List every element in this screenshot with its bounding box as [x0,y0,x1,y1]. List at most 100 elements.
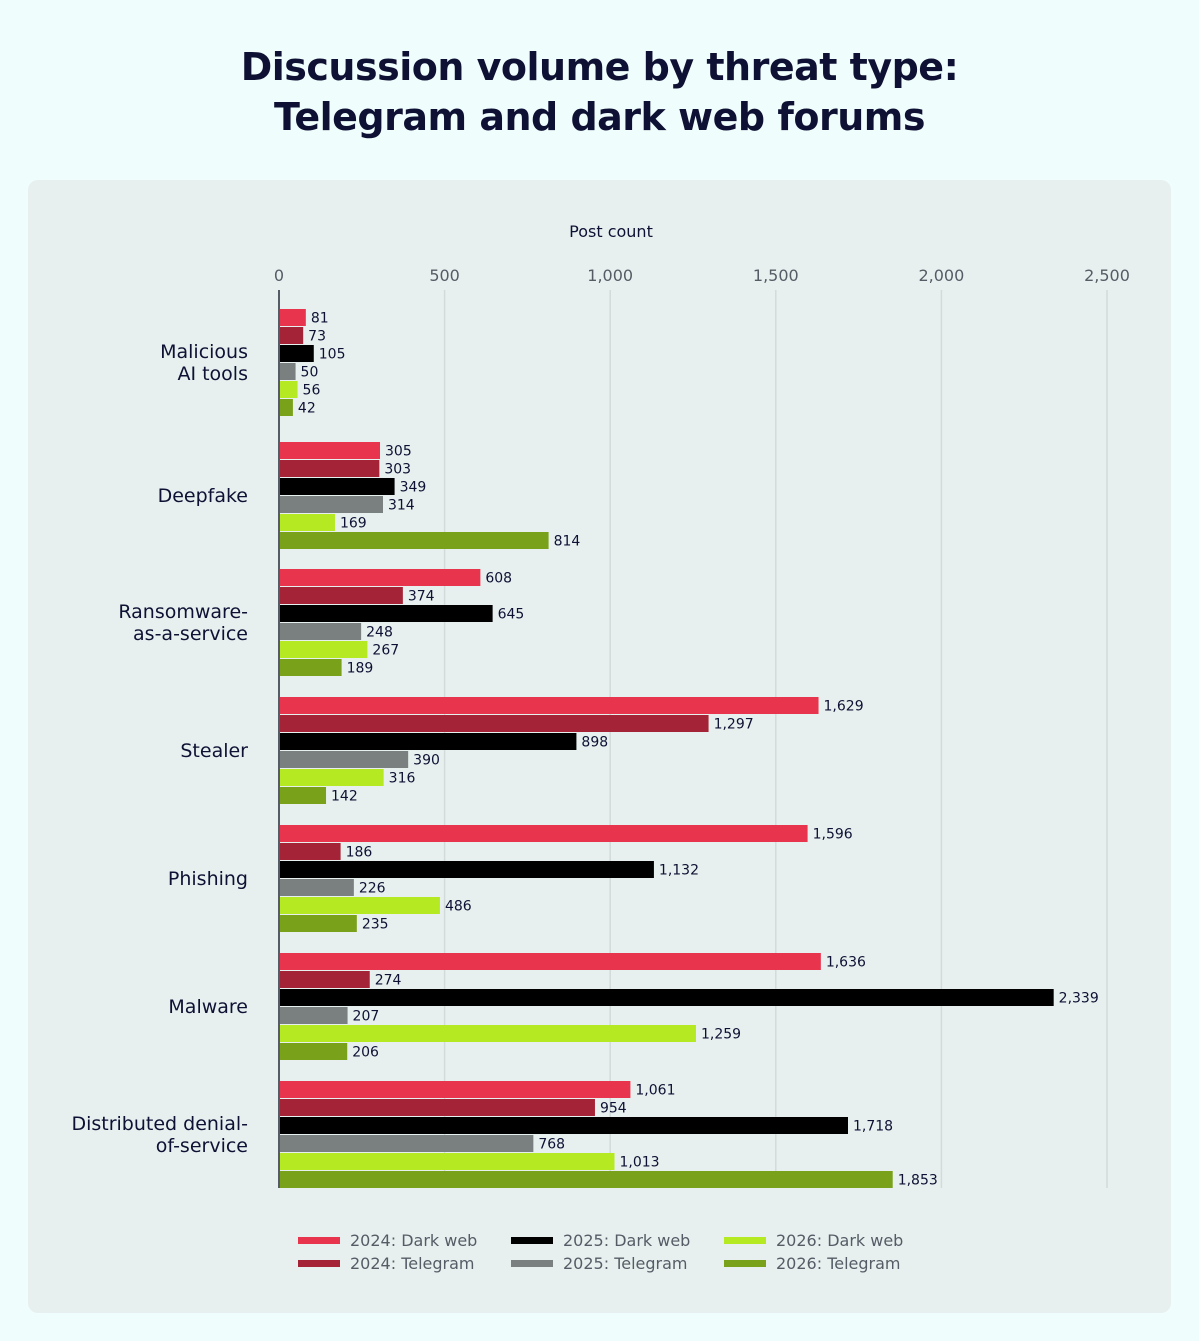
legend-swatch [298,1237,340,1244]
legend-item: 2024: Dark web [298,1230,511,1251]
bar [279,605,493,622]
bar [279,569,481,586]
bar-value-label: 267 [372,643,399,659]
bar [279,843,341,860]
bar-value-label: 248 [366,625,393,641]
bar [279,496,383,513]
chart-title-line-2: Telegram and dark web forums [273,95,926,139]
bar-value-label: 768 [538,1137,565,1153]
bar-value-label: 56 [303,383,321,399]
bar [279,363,296,380]
bar [279,309,306,326]
bar [279,1043,348,1060]
bar-value-label: 50 [301,365,319,381]
legend-swatch [724,1237,766,1244]
bar-value-label: 305 [385,444,412,460]
bar [279,1117,849,1134]
bar-value-label: 206 [352,1045,379,1061]
bar-value-label: 1,853 [898,1173,938,1189]
legend-swatch [511,1260,553,1267]
legend-label: 2026: Dark web [776,1231,904,1250]
category-label: Malicious [160,341,248,363]
bar-value-label: 2,339 [1059,991,1099,1007]
bar [279,971,370,988]
bar-value-label: 42 [298,401,316,417]
bar [279,715,709,732]
bar [279,769,384,786]
bar [279,1153,615,1170]
bar [279,399,293,416]
x-tick-label: 1,000 [587,266,633,285]
bar [279,641,368,658]
bar [279,953,821,970]
bar-value-label: 1,636 [826,955,866,971]
bar-value-label: 314 [388,498,415,514]
bar-value-label: 954 [600,1101,627,1117]
bar [279,989,1054,1006]
bar [279,1135,534,1152]
category-label: Malware [168,996,248,1018]
bar [279,478,395,495]
x-axis-label: Post count [569,222,653,241]
x-tick-label: 1,500 [753,266,799,285]
bar-value-label: 81 [311,311,329,327]
bar [279,514,335,531]
bar [279,659,342,676]
legend-label: 2025: Dark web [563,1231,691,1250]
bar [279,345,314,362]
bar-value-label: 374 [408,589,435,605]
bar-value-label: 105 [319,347,346,363]
bar-value-label: 226 [359,881,386,897]
bar [279,879,354,896]
bar-value-label: 898 [581,735,608,751]
bar-value-label: 1,132 [659,863,699,879]
bar [279,1007,348,1024]
bar-value-label: 235 [362,917,389,933]
bar [279,915,357,932]
x-tick-label: 500 [429,266,460,285]
bar-value-label: 274 [375,973,402,989]
bar-value-label: 1,297 [714,717,754,733]
legend-swatch [724,1260,766,1267]
bar [279,460,380,477]
legend-item: 2026: Telegram [724,1253,924,1274]
bar-value-label: 303 [384,462,411,478]
bar [279,1081,631,1098]
bar [279,861,654,878]
bar [279,381,298,398]
category-label: Distributed denial- [71,1113,248,1135]
chart-legend: 2024: Dark web 2025: Dark web 2026: Dark w… [298,1230,924,1274]
bar-value-label: 349 [400,480,427,496]
x-tick-label: 2,000 [918,266,964,285]
x-tick-label: 0 [274,266,284,285]
bar-value-label: 1,259 [701,1027,741,1043]
category-label: as-a-service [133,623,248,645]
legend-item: 2024: Telegram [298,1253,511,1274]
bar-value-label: 189 [347,661,374,677]
bar-value-label: 1,718 [853,1119,893,1135]
category-label: Ransomware- [118,601,248,623]
bar [279,1025,696,1042]
chart-title: Discussion volume by threat type: Telegr… [0,42,1199,142]
bar [279,623,362,640]
category-label: Deepfake [158,485,248,507]
legend-swatch [298,1260,340,1267]
bar [279,733,577,750]
bar-value-label: 1,061 [635,1083,675,1099]
category-label: Phishing [168,868,248,890]
chart-title-line-1: Discussion volume by threat type: [240,45,959,89]
legend-label: 2025: Telegram [563,1254,688,1273]
bar [279,532,549,549]
bar-value-label: 142 [331,789,358,805]
bar [279,697,819,714]
x-tick-label: 2,500 [1084,266,1130,285]
bar [279,751,409,768]
legend-item: 2025: Telegram [511,1253,724,1274]
category-label: AI tools [177,363,248,385]
legend-item: 2025: Dark web [511,1230,724,1251]
bar-value-label: 608 [485,571,512,587]
bar-value-label: 169 [340,516,367,532]
legend-label: 2026: Telegram [776,1254,901,1273]
bar-value-label: 1,596 [813,827,853,843]
